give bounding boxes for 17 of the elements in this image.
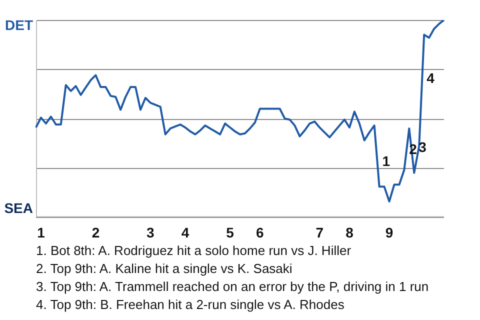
x-tick-label: 1 <box>37 224 46 240</box>
x-tick-label: 4 <box>181 224 190 240</box>
x-tick-label: 7 <box>316 224 324 240</box>
annotation: 4 <box>426 70 435 86</box>
text: 4. Top 9th: B. Freehan hit a 2-run single vs A. Rhodes <box>36 296 346 314</box>
annotation: 1 <box>382 152 390 169</box>
x-tick-label: 5 <box>226 224 234 240</box>
x-tick-label: 3 <box>146 224 155 240</box>
text: DET <box>5 16 34 33</box>
text: 2. Top 9th: A. Kaline hit a single vs K. Sasaki <box>36 260 294 278</box>
x-tick-label: 6 <box>256 224 264 240</box>
text: 3. Top 9th: A. Trammell reached on an error by the P, driving in 1 run <box>36 278 430 296</box>
x-tick-label: 9 <box>385 224 394 240</box>
x-tick-label: 8 <box>346 224 354 240</box>
x-tick-label: 2 <box>92 224 100 240</box>
text: SEA <box>4 200 33 216</box>
text: 1. Bot 8th: A. Rodriguez hit a solo home run vs J. Hiller <box>36 242 352 260</box>
